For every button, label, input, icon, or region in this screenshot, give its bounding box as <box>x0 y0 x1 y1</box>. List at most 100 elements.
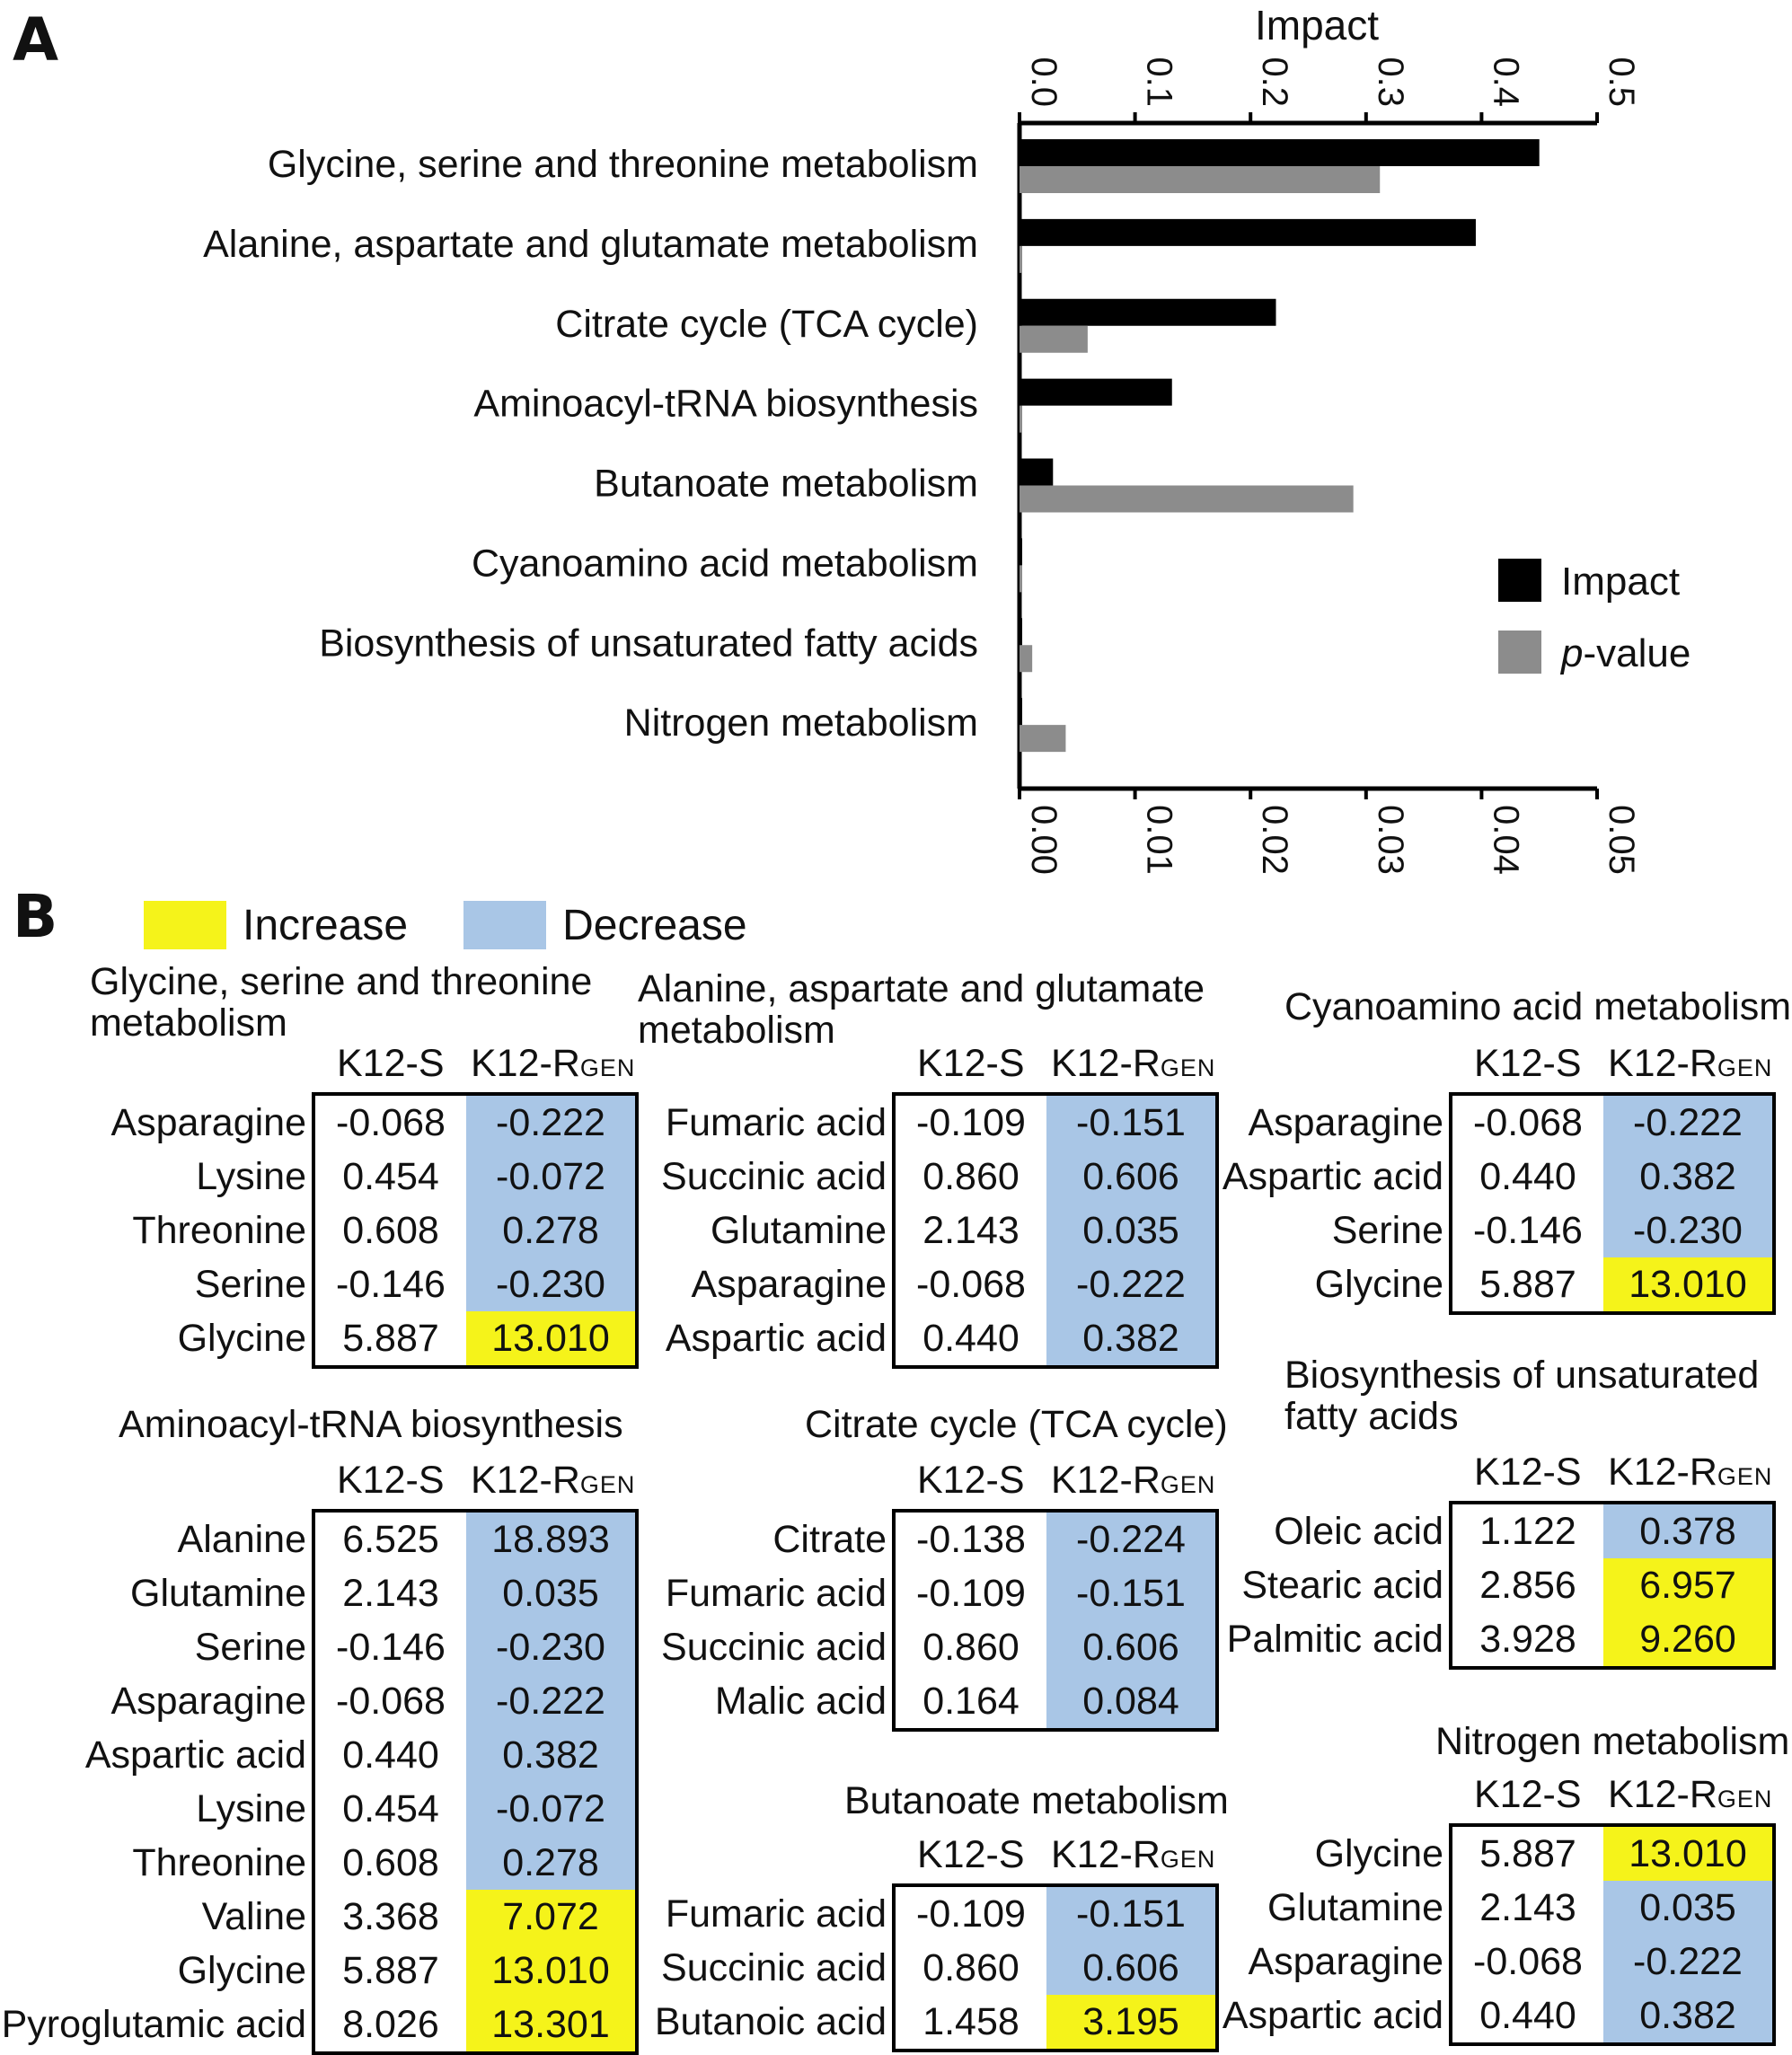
table-row: Pyroglutamic acid 8.026 13.301 <box>2 1998 639 2051</box>
table-row: Glutamine 2.143 0.035 <box>711 1204 1219 1257</box>
table-row: Glycine 5.887 13.010 <box>178 1311 639 1365</box>
top-tick-label: 0.0 <box>1024 57 1064 107</box>
metabolite-name: Serine <box>194 1263 306 1306</box>
table-row: Asparagine -0.068 -0.222 <box>110 1096 639 1150</box>
bottom-tick-label: 0.04 <box>1486 805 1525 875</box>
metabolite-name: Asparagine <box>1248 1101 1443 1144</box>
table-title: Citrate cycle (TCA cycle) <box>805 1403 1228 1446</box>
k12-s-value: 5.887 <box>342 1317 439 1360</box>
table-row: Aspartic acid 0.440 0.382 <box>85 1728 639 1782</box>
k12-s-value: 0.860 <box>922 1155 1020 1198</box>
k12-s-value: 0.440 <box>922 1317 1020 1360</box>
metabolite-name: Glycine <box>177 1949 306 1992</box>
metabolite-name: Aspartic acid <box>1222 1994 1443 2037</box>
table-title: Nitrogen metabolism <box>1435 1720 1790 1763</box>
table-row: Aspartic acid 0.440 0.382 <box>1223 1150 1776 1204</box>
col-header-k12-rgen: K12-RGEN <box>1608 1451 1773 1494</box>
table-row: Alanine 6.525 18.893 <box>178 1513 639 1566</box>
metabolite-name: Aspartic acid <box>1222 1155 1443 1198</box>
decrease-swatch <box>463 901 547 949</box>
table-title: Glycine, serine and threonine metabolism <box>90 960 593 1045</box>
col-header-k12-rgen: K12-RGEN <box>471 1459 636 1502</box>
k12-s-value: 2.856 <box>1479 1564 1576 1607</box>
col-header-k12-rgen: K12-RGEN <box>471 1042 636 1085</box>
k12-rgen-value: -0.151 <box>1046 1096 1215 1150</box>
metabolite-name: Serine <box>1331 1209 1443 1252</box>
col-header-k12-rgen: K12-RGEN <box>1608 1773 1773 1816</box>
k12-rgen-value: 0.278 <box>466 1204 635 1257</box>
data-table <box>1449 1823 1776 2046</box>
bottom-tick-label: 0.03 <box>1371 805 1410 875</box>
table-row: Valine 3.368 7.072 <box>202 1890 639 1944</box>
bottom-tick-label: 0.00 <box>1024 805 1064 875</box>
k12-s-value: 1.122 <box>1479 1510 1576 1553</box>
table-row: Aspartic acid 0.440 0.382 <box>666 1311 1219 1365</box>
table-row: Asparagine -0.068 -0.222 <box>1248 1935 1776 1989</box>
k12-s-value: -0.068 <box>916 1263 1026 1306</box>
decrease-label: Decrease <box>562 901 747 949</box>
metabolite-name: Glycine <box>1314 1832 1443 1875</box>
table-row: Threonine 0.608 0.278 <box>132 1836 639 1890</box>
table-row: Succinic acid 0.860 0.606 <box>661 1150 1219 1204</box>
data-table <box>312 1092 639 1369</box>
top-tick-label: 0.5 <box>1602 57 1641 107</box>
col-header-k12-s: K12-S <box>917 1459 1025 1502</box>
col-header-k12-rgen: K12-RGEN <box>1051 1042 1216 1085</box>
k12-s-value: -0.146 <box>336 1626 446 1669</box>
metabolite-name: Valine <box>201 1895 306 1938</box>
legend-impact-swatch <box>1498 559 1541 602</box>
k12-s-value: -0.138 <box>916 1518 1026 1561</box>
table-row: Stearic acid 2.856 6.957 <box>1241 1558 1776 1612</box>
table-row: Palmitic acid 3.928 9.260 <box>1227 1612 1776 1666</box>
k12-rgen-value: -0.151 <box>1046 1566 1215 1620</box>
legend-impact-label: Impact <box>1561 560 1680 604</box>
k12-s-value: 0.860 <box>922 1946 1020 1989</box>
table-title: Aminoacyl-tRNA biosynthesis <box>119 1403 623 1446</box>
data-table <box>892 1092 1219 1369</box>
k12-rgen-value: 7.072 <box>466 1890 635 1944</box>
k12-rgen-value: 0.606 <box>1046 1620 1215 1674</box>
k12-rgen-value: 0.035 <box>1603 1881 1772 1935</box>
k12-s-value: 0.454 <box>342 1155 439 1198</box>
table-row: Glutamine 2.143 0.035 <box>130 1566 639 1620</box>
k12-rgen-value: 9.260 <box>1603 1612 1772 1666</box>
metabolite-name: Lysine <box>196 1155 306 1198</box>
k12-rgen-value: 0.382 <box>466 1728 635 1782</box>
col-header-k12-rgen: K12-RGEN <box>1608 1042 1773 1085</box>
k12-s-value: 0.440 <box>1479 1155 1576 1198</box>
table-title: Biosynthesis of unsaturated fatty acids <box>1284 1354 1760 1438</box>
p-value-bar <box>1020 245 1022 273</box>
data-table <box>892 1883 1219 2052</box>
table-row: Malic acid 0.164 0.084 <box>715 1674 1219 1728</box>
k12-s-value: 0.164 <box>922 1680 1020 1723</box>
table-row: Serine -0.146 -0.230 <box>195 1620 639 1674</box>
category-label: Glycine, serine and threonine metabolism <box>268 143 978 186</box>
k12-rgen-value: 0.378 <box>1603 1504 1772 1558</box>
p-value-bar <box>1020 565 1022 593</box>
p-value-bar <box>1020 405 1022 433</box>
top-tick-label: 0.2 <box>1255 57 1294 107</box>
table-row: Asparagine -0.068 -0.222 <box>110 1674 639 1728</box>
table-row: Fumaric acid -0.109 -0.151 <box>666 1096 1219 1150</box>
k12-rgen-value: -0.222 <box>466 1096 635 1150</box>
category-label: Cyanoamino acid metabolism <box>472 542 978 585</box>
metabolite-name: Pyroglutamic acid <box>1 2003 306 2046</box>
category-label: Butanoate metabolism <box>594 463 978 506</box>
k12-s-value: -0.109 <box>916 1572 1026 1615</box>
metabolite-name: Threonine <box>132 1209 306 1252</box>
metabolite-name: Fumaric acid <box>665 1572 887 1615</box>
k12-rgen-value: 13.010 <box>466 1311 635 1365</box>
metabolite-name: Glutamine <box>130 1572 306 1615</box>
k12-s-value: 1.458 <box>922 2000 1020 2043</box>
table-row: Succinic acid 0.860 0.606 <box>661 1620 1219 1674</box>
col-header-k12-s: K12-S <box>1474 1042 1582 1085</box>
k12-s-value: 0.860 <box>922 1626 1020 1669</box>
k12-s-value: 0.440 <box>1479 1994 1576 2037</box>
k12-s-value: -0.146 <box>336 1263 446 1306</box>
table-row: Citrate -0.138 -0.224 <box>772 1513 1219 1566</box>
k12-rgen-value: 13.010 <box>1603 1827 1772 1881</box>
increase-swatch <box>144 901 226 949</box>
metabolite-name: Lysine <box>196 1787 306 1830</box>
top-axis-title: Impact <box>1255 2 1379 49</box>
k12-s-value: -0.146 <box>1473 1209 1583 1252</box>
